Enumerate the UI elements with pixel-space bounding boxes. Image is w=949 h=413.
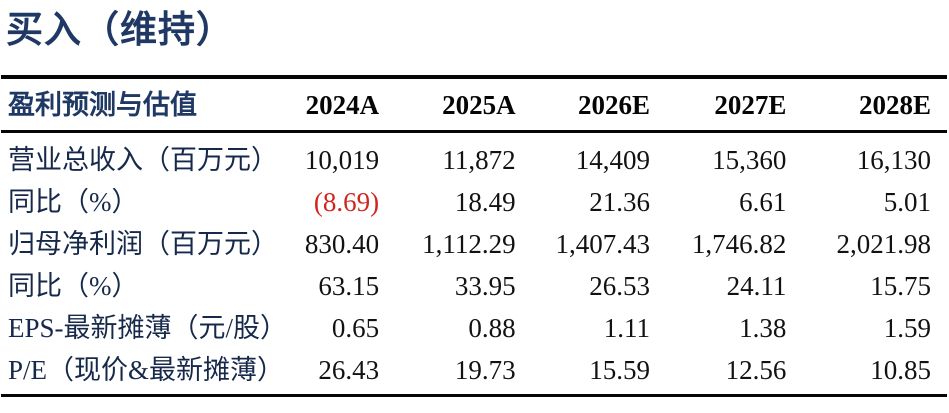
- table-cell: 26.43: [286, 349, 396, 398]
- table-cell: 15,360: [712, 145, 787, 176]
- table-cell: 18.49: [454, 187, 516, 218]
- table-cell: 0.65: [331, 313, 380, 344]
- table-row-net-profit-yoy: 同比（%） 63.15 33.95 26.53 24.11 15.75: [1, 265, 947, 307]
- table-header-year-2025a: 2025A: [395, 77, 532, 134]
- table-cell-negative: (8.69): [313, 187, 380, 218]
- table-header-year-2024a: 2024A: [286, 77, 396, 134]
- table-cell: 1.38: [739, 313, 787, 344]
- row-label: 同比（%）: [8, 187, 139, 218]
- table-cell: 1,112.29: [422, 229, 516, 260]
- table-cell: 1.59: [883, 313, 931, 344]
- table-cell: 33.95: [454, 271, 516, 302]
- table-cell: 19.73: [395, 349, 532, 398]
- table-cell: 5.01: [883, 187, 931, 218]
- table-header-year-2026e: 2026E: [531, 77, 666, 134]
- table-cell: 6.61: [739, 187, 787, 218]
- table-cell: 1,407.43: [555, 229, 650, 260]
- table-header-year-2027e: 2027E: [665, 77, 803, 134]
- row-label: P/E（现价&最新摊薄）: [1, 349, 286, 398]
- table-row-eps: EPS-最新摊薄（元/股） 0.65 0.88 1.11 1.38 1.59: [1, 307, 947, 349]
- forecast-valuation-table: 盈利预测与估值 2024A 2025A 2026E 2027E 2028E 营业…: [1, 75, 947, 398]
- table-row-net-profit: 归母净利润（百万元） 830.40 1,112.29 1,407.43 1,74…: [1, 223, 947, 265]
- table-cell: 63.15: [318, 271, 380, 302]
- table-cell: 10,019: [304, 145, 380, 176]
- table-cell: 12.56: [665, 349, 803, 398]
- table-cell: 0.88: [468, 313, 516, 344]
- table-cell: 2,021.98: [836, 229, 932, 260]
- table-cell: 11,872: [442, 145, 516, 176]
- table-cell: 10.85: [802, 349, 947, 398]
- table-cell: 21.36: [589, 187, 650, 218]
- table-cell: 16,130: [856, 145, 931, 176]
- table-cell: 15.75: [870, 271, 931, 302]
- table-row-pe: P/E（现价&最新摊薄） 26.43 19.73 15.59 12.56 10.…: [1, 349, 947, 398]
- table-cell: 24.11: [726, 271, 787, 302]
- table-cell: 830.40: [304, 229, 380, 260]
- row-label: 营业总收入（百万元）: [8, 145, 278, 176]
- row-label: 归母净利润（百万元）: [8, 229, 278, 260]
- report-snippet: 买入（维持） 盈利预测与估值 2024A 2025A 2026E 2027E 2…: [0, 8, 949, 413]
- table-cell: 14,409: [575, 145, 650, 176]
- table-header-metric-label: 盈利预测与估值: [1, 77, 286, 134]
- table-cell: 1.11: [603, 313, 650, 344]
- table-header-year-2028e: 2028E: [802, 77, 947, 134]
- table-row-revenue-yoy: 同比（%） (8.69) 18.49 21.36 6.61 5.01: [1, 181, 947, 223]
- table-cell: 26.53: [589, 271, 650, 302]
- table-cell: 15.59: [531, 349, 666, 398]
- row-label: EPS-最新摊薄（元/股）: [8, 313, 288, 344]
- table-row-total-revenue: 营业总收入（百万元） 10,019 11,872 14,409 15,360 1…: [1, 132, 947, 182]
- row-label: 同比（%）: [8, 271, 139, 302]
- table-header-row: 盈利预测与估值 2024A 2025A 2026E 2027E 2028E: [1, 77, 947, 134]
- table-cell: 1,746.82: [691, 229, 787, 260]
- rating-title: 买入（维持）: [6, 10, 234, 51]
